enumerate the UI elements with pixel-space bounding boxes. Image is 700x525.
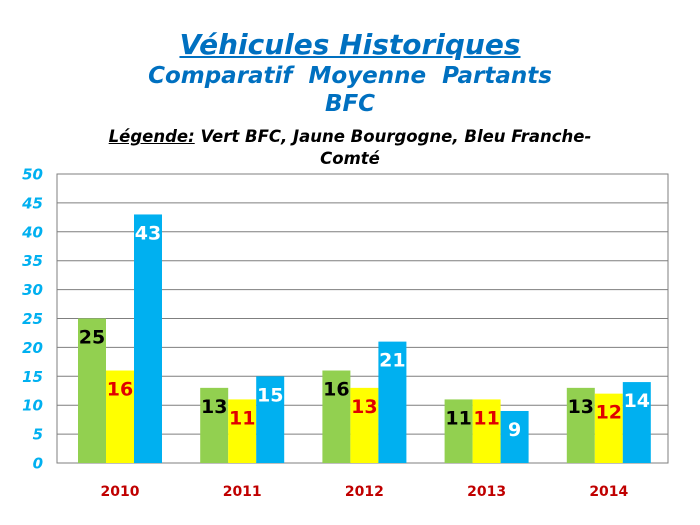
y-tick-label: 10 — [22, 397, 43, 415]
bar-bourgogne-2012 — [350, 387, 379, 463]
bar-bfc-2011 — [200, 387, 229, 463]
y-tick-label: 5 — [33, 426, 43, 444]
y-tick-label: 20 — [22, 339, 43, 357]
bar-franche-comte-2012 — [378, 341, 407, 463]
bar-bfc-2012 — [322, 370, 351, 463]
bar-bfc-2013 — [444, 399, 473, 463]
data-label: 11 — [445, 407, 471, 429]
y-tick-label: 35 — [22, 252, 43, 270]
y-tick-label: 50 — [22, 166, 43, 184]
bar-bfc-2010 — [78, 318, 106, 463]
title-line-2: Comparatif Moyenne Partants — [148, 63, 552, 89]
legend-description: Vert BFC, Jaune Bourgogne, Bleu Franche-… — [194, 127, 592, 168]
data-label: 21 — [379, 350, 405, 372]
data-label: 13 — [568, 396, 594, 418]
bar-bourgogne-2014 — [594, 393, 623, 463]
data-label: 43 — [135, 222, 161, 244]
data-label: 11 — [229, 407, 255, 429]
y-tick-label: 15 — [22, 368, 43, 386]
data-label: 12 — [596, 402, 622, 424]
data-label: 16 — [107, 379, 133, 401]
data-label: 11 — [473, 407, 499, 429]
title-line-1: Véhicules Historiques — [179, 28, 521, 61]
bar-franche-comte-2013 — [500, 410, 529, 463]
x-tick-label: 2011 — [223, 484, 262, 500]
bar-franche-comte-2010 — [134, 214, 162, 463]
data-label: 13 — [201, 396, 227, 418]
bar-franche-comte-2014 — [622, 382, 651, 463]
bar-bourgogne-2013 — [472, 399, 501, 463]
y-tick-label: 25 — [22, 310, 43, 328]
y-tick-label: 0 — [33, 455, 43, 473]
y-tick-label: 40 — [21, 223, 43, 241]
legend-key: Légende: — [108, 127, 195, 146]
title-line-3: BFC — [324, 91, 376, 117]
data-label: 13 — [351, 396, 377, 418]
x-tick-label: 2014 — [589, 484, 628, 500]
legend-text: Légende: Vert BFC, Jaune Bourgogne, Bleu… — [100, 126, 600, 170]
data-label: 25 — [79, 327, 105, 349]
x-tick-label: 2010 — [101, 484, 140, 500]
data-label: 9 — [508, 419, 521, 441]
bar-bourgogne-2010 — [106, 370, 134, 463]
bar-bourgogne-2011 — [228, 399, 257, 463]
data-label: 15 — [257, 384, 283, 406]
x-tick-label: 2013 — [467, 484, 506, 500]
data-label: 16 — [323, 379, 349, 401]
bar-franche-comte-2011 — [256, 376, 285, 463]
data-label: 14 — [624, 390, 650, 412]
chart-title: Véhicules Historiques Comparatif Moyenne… — [0, 28, 700, 118]
y-tick-label: 30 — [22, 281, 43, 299]
bar-bfc-2014 — [566, 387, 595, 463]
x-tick-label: 2012 — [345, 484, 384, 500]
y-tick-label: 45 — [21, 194, 43, 212]
